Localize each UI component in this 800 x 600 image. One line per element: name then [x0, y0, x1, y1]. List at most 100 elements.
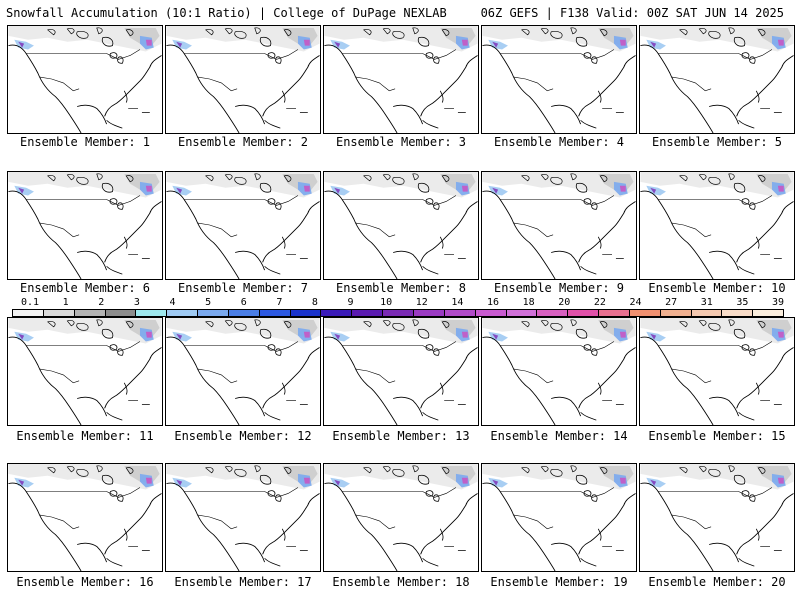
colorbar-swatch [444, 310, 476, 316]
ensemble-member-caption: Ensemble Member: 8 [335, 281, 467, 295]
colorbar-swatch [352, 310, 384, 316]
ensemble-member-map [165, 25, 321, 134]
colorbar-swatch [691, 310, 723, 316]
colorbar-tick-label: 1 [62, 297, 69, 308]
colorbar-swatch [136, 310, 168, 316]
ensemble-member-caption: Ensemble Member: 20 [648, 575, 786, 589]
north-america-map-icon [8, 26, 162, 133]
north-america-map-icon [324, 464, 478, 571]
north-america-map-icon [166, 26, 320, 133]
ensemble-member-caption: Ensemble Member: 13 [332, 429, 470, 443]
north-america-map-icon [166, 172, 320, 279]
north-america-map-icon [166, 464, 320, 571]
north-america-map-icon [8, 318, 162, 425]
colorbar-swatch [537, 310, 569, 316]
colorbar-tick-label: 24 [629, 297, 642, 308]
ensemble-member-caption: Ensemble Member: 17 [174, 575, 312, 589]
colorbar-swatch [259, 310, 291, 316]
colorbar-tick-label: 5 [205, 297, 212, 308]
ensemble-member-map [481, 25, 637, 134]
colorbar-swatch [568, 310, 600, 316]
ensemble-member-caption: Ensemble Member: 1 [19, 135, 151, 149]
colorbar-tick-label: 3 [133, 297, 140, 308]
ensemble-member-caption: Ensemble Member: 11 [16, 429, 154, 443]
header-title: Snowfall Accumulation (10:1 Ratio) | Col… [6, 6, 447, 20]
ensemble-member-caption: Ensemble Member: 9 [493, 281, 625, 295]
ensemble-member-map [7, 463, 163, 572]
colorbar-tick-label: 14 [451, 297, 464, 308]
ensemble-member-map [7, 171, 163, 280]
ensemble-member-caption: Ensemble Member: 5 [651, 135, 783, 149]
colorbar-tick-label: 10 [380, 297, 393, 308]
colorbar-swatch [753, 310, 784, 316]
north-america-map-icon [640, 26, 794, 133]
ensemble-member-caption: Ensemble Member: 7 [177, 281, 309, 295]
ensemble-member-map [481, 317, 637, 426]
ensemble-member-caption: Ensemble Member: 2 [177, 135, 309, 149]
colorbar-swatch [599, 310, 630, 316]
ensemble-member-caption: Ensemble Member: 19 [490, 575, 628, 589]
ensemble-member-map [639, 317, 795, 426]
colorbar-swatch [383, 310, 414, 316]
snowfall-colorbar [12, 309, 784, 317]
north-america-map-icon [640, 464, 794, 571]
colorbar-swatch [722, 310, 754, 316]
ensemble-member-map [165, 317, 321, 426]
ensemble-member-caption: Ensemble Member: 6 [19, 281, 151, 295]
ensemble-member-map [323, 171, 479, 280]
ensemble-member-map [323, 25, 479, 134]
north-america-map-icon [482, 26, 636, 133]
ensemble-member-map [165, 463, 321, 572]
ensemble-member-map [481, 171, 637, 280]
colorbar-tick-label: 18 [522, 297, 535, 308]
north-america-map-icon [324, 26, 478, 133]
north-america-map-icon [8, 464, 162, 571]
colorbar-swatch [228, 310, 260, 316]
north-america-map-icon [640, 172, 794, 279]
colorbar-swatch [321, 310, 353, 316]
north-america-map-icon [8, 172, 162, 279]
north-america-map-icon [482, 172, 636, 279]
colorbar-tick-label: 22 [593, 297, 606, 308]
colorbar-swatch [475, 310, 507, 316]
colorbar-swatch [13, 310, 44, 316]
colorbar-swatch [105, 310, 137, 316]
ensemble-member-map [165, 171, 321, 280]
ensemble-member-caption: Ensemble Member: 18 [332, 575, 470, 589]
colorbar-tick-label: 20 [558, 297, 571, 308]
ensemble-member-map [7, 317, 163, 426]
colorbar-swatch [198, 310, 229, 316]
colorbar-tick-label: 4 [169, 297, 176, 308]
colorbar-swatch [74, 310, 106, 316]
ensemble-member-caption: Ensemble Member: 15 [648, 429, 786, 443]
ensemble-member-map [639, 463, 795, 572]
colorbar-swatch [629, 310, 661, 316]
north-america-map-icon [482, 464, 636, 571]
colorbar-swatch [167, 310, 199, 316]
ensemble-member-caption: Ensemble Member: 4 [493, 135, 625, 149]
colorbar-swatch [43, 310, 75, 316]
colorbar-tick-label: 31 [700, 297, 713, 308]
ensemble-member-map [323, 317, 479, 426]
colorbar-tick-label: 12 [415, 297, 428, 308]
colorbar-tick-label: 6 [240, 297, 247, 308]
ensemble-member-caption: Ensemble Member: 3 [335, 135, 467, 149]
header-valid-time: 06Z GEFS | F138 Valid: 00Z SAT JUN 14 20… [480, 6, 784, 20]
colorbar-tick-label: 7 [276, 297, 283, 308]
ensemble-member-map [639, 25, 795, 134]
colorbar-swatch [660, 310, 692, 316]
colorbar-tick-label: 9 [347, 297, 354, 308]
north-america-map-icon [166, 318, 320, 425]
colorbar-swatch [413, 310, 445, 316]
ensemble-member-map [639, 171, 795, 280]
colorbar-tick-label: 16 [487, 297, 500, 308]
ensemble-member-caption: Ensemble Member: 14 [490, 429, 628, 443]
colorbar-tick-label: 35 [736, 297, 749, 308]
ensemble-member-caption: Ensemble Member: 12 [174, 429, 312, 443]
north-america-map-icon [324, 318, 478, 425]
ensemble-member-caption: Ensemble Member: 16 [16, 575, 154, 589]
colorbar-tick-label: 8 [311, 297, 318, 308]
colorbar-tick-label: 27 [665, 297, 678, 308]
ensemble-member-map [7, 25, 163, 134]
ensemble-member-map [323, 463, 479, 572]
